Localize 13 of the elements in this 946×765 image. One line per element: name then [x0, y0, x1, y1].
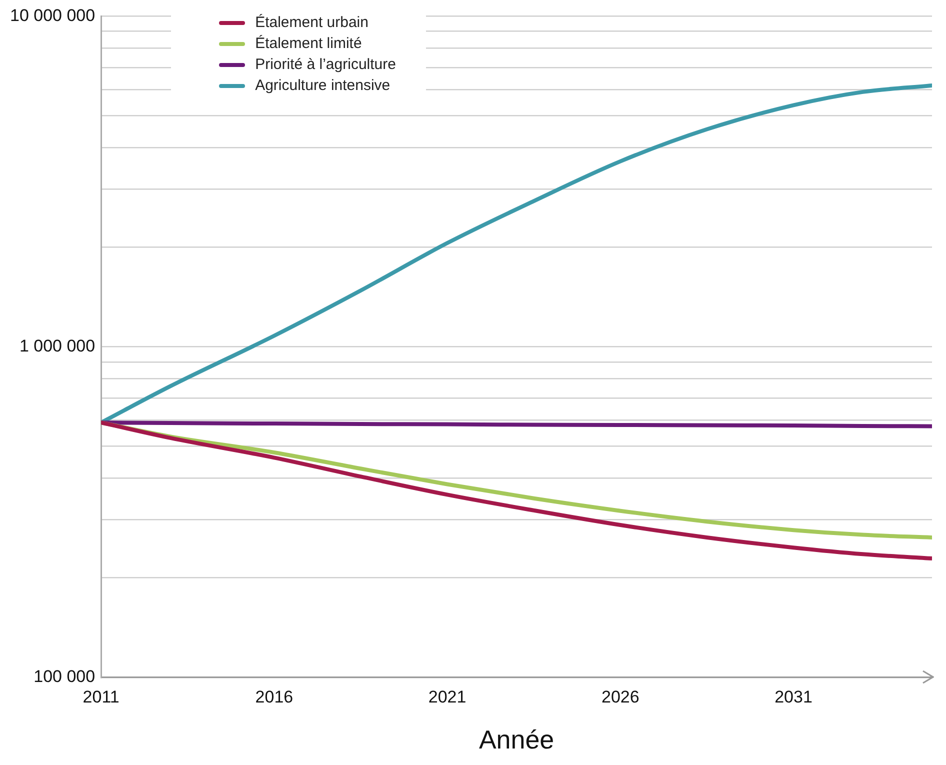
x-tick-label: 2021: [428, 687, 466, 706]
legend-label: Priorité à l’agriculture: [255, 55, 396, 76]
y-tick-label: 10 000 000: [10, 6, 96, 25]
y-tick-label: 100 000: [34, 667, 96, 686]
legend-label: Agriculture intensive: [255, 76, 390, 96]
x-axis-title: Année: [478, 724, 554, 755]
x-tick-label: 2016: [255, 687, 294, 706]
y-tick-label: 1 000 000: [19, 336, 96, 356]
x-tick-label: 2026: [601, 687, 640, 706]
legend-label: Étalement urbain: [255, 13, 368, 34]
legend-label: Étalement limité: [255, 34, 362, 54]
x-tick-label: 2031: [774, 687, 812, 706]
x-tick-label: 2011: [82, 687, 120, 706]
